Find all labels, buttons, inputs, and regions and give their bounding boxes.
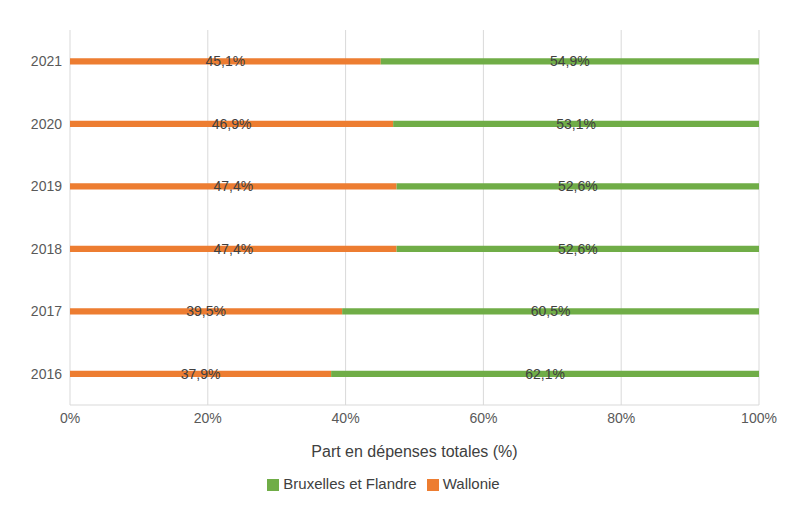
- svg-text:37,9%: 37,9%: [181, 366, 221, 382]
- svg-text:46,9%: 46,9%: [212, 116, 252, 132]
- svg-text:20%: 20%: [194, 410, 222, 426]
- svg-text:62,1%: 62,1%: [525, 366, 565, 382]
- svg-text:52,6%: 52,6%: [558, 178, 598, 194]
- svg-text:2019: 2019: [31, 178, 62, 194]
- svg-text:39,5%: 39,5%: [186, 303, 226, 319]
- svg-text:100%: 100%: [741, 410, 777, 426]
- svg-text:54,9%: 54,9%: [550, 53, 590, 69]
- svg-text:60%: 60%: [469, 410, 497, 426]
- svg-text:52,6%: 52,6%: [558, 241, 598, 257]
- svg-text:2016: 2016: [31, 366, 62, 382]
- svg-text:80%: 80%: [607, 410, 635, 426]
- svg-text:40%: 40%: [332, 410, 360, 426]
- svg-text:Part en dépenses totales (%): Part en dépenses totales (%): [311, 443, 517, 460]
- svg-text:2017: 2017: [31, 303, 62, 319]
- svg-text:45,1%: 45,1%: [206, 53, 246, 69]
- svg-text:2018: 2018: [31, 241, 62, 257]
- svg-text:2021: 2021: [31, 53, 62, 69]
- svg-text:47,4%: 47,4%: [213, 178, 253, 194]
- svg-text:2020: 2020: [31, 116, 62, 132]
- html-text:Wallonie: Wallonie: [442, 475, 500, 492]
- html-text:Bruxelles et Flandre: Bruxelles et Flandre: [283, 475, 417, 492]
- svg-text:47,4%: 47,4%: [213, 241, 253, 257]
- svg-text:0%: 0%: [60, 410, 80, 426]
- svg-text:60,5%: 60,5%: [531, 303, 571, 319]
- svg-text:53,1%: 53,1%: [556, 116, 596, 132]
